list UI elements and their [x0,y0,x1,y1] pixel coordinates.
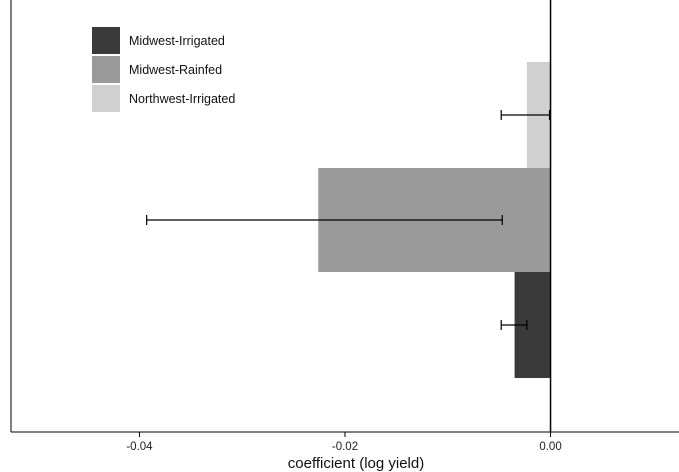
x-tick-label: 0.00 [539,441,561,453]
x-axis-title: coefficient (log yield) [288,455,424,472]
error-bars-layer [146,110,551,330]
x-ticks-layer: -0.04 -0.02 0.00 [126,432,562,453]
legend-item-midwest-rainfed: Midwest-Rainfed [92,56,222,83]
legend-item-northwest-irrigated: Northwest-Irrigated [92,85,235,112]
error-bar-midwest-rainfed [146,215,503,225]
x-tick-label: -0.02 [332,441,358,453]
x-tick-label: -0.04 [126,441,153,453]
legend-label-northwest-irrigated: Northwest-Irrigated [129,92,235,106]
legend-swatch-northwest-irrigated [92,85,120,112]
legend-swatch-midwest-irrigated [92,27,120,54]
legend-swatch-midwest-rainfed [92,56,120,83]
legend-label-midwest-irrigated: Midwest-Irrigated [129,34,225,48]
error-bar-northwest-irrigated [500,110,551,120]
legend-label-midwest-rainfed: Midwest-Rainfed [129,63,222,77]
legend: Midwest-Irrigated Midwest-Rainfed Northwes… [92,27,235,112]
error-bar-midwest-irrigated [500,320,528,330]
legend-item-midwest-irrigated: Midwest-Irrigated [92,27,225,54]
